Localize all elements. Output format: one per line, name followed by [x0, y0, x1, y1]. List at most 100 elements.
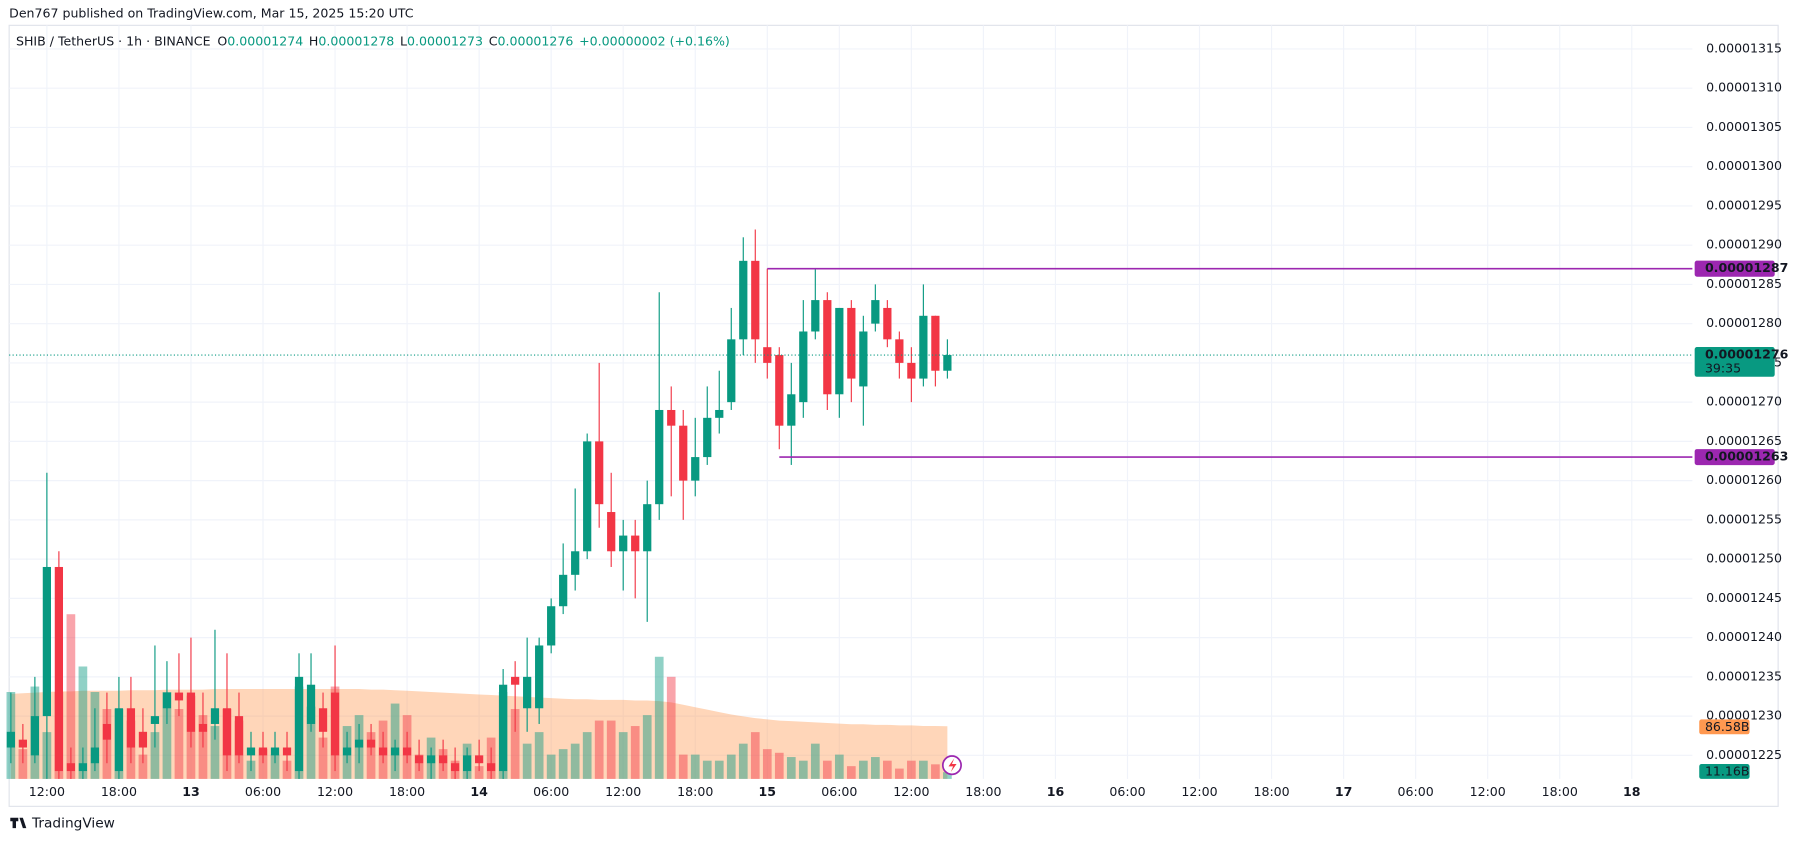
ohlc-letter: O [217, 33, 227, 48]
symbol-title: SHIB / TetherUS · 1h · BINANCE [16, 33, 211, 48]
candle-body [895, 339, 904, 363]
volume-bar [618, 732, 628, 779]
volume-bar [522, 743, 532, 779]
x-tick-label: 18:00 [965, 784, 1001, 799]
candle-body [174, 692, 184, 701]
candle-body [559, 574, 568, 607]
candle-body [234, 716, 244, 756]
x-tick-label: 12:00 [1181, 784, 1217, 799]
ohlc-value: 0.00001276 [497, 33, 573, 48]
volume-bar [834, 754, 844, 779]
candle-body [715, 409, 724, 418]
volume-bar [78, 666, 88, 779]
y-tick-label: 0.00001240 [1706, 629, 1782, 644]
candle-body [931, 315, 940, 371]
x-tick-label: 12:00 [605, 784, 641, 799]
candle-body [222, 708, 232, 756]
y-tick-label: 0.00001235 [1706, 668, 1782, 683]
candle-body [282, 747, 292, 756]
volume-bar [174, 709, 184, 779]
volume-bar [798, 760, 808, 779]
volume-bar [786, 757, 796, 779]
volume-bar [570, 743, 580, 779]
volume-bar [258, 749, 268, 779]
volume-bar [810, 743, 820, 779]
volume-bar [822, 760, 832, 779]
volume-bar [642, 715, 652, 779]
candle-body [607, 512, 616, 552]
candle-body [475, 755, 484, 764]
y-tick-label: 0.00001280 [1706, 315, 1782, 330]
x-tick-label: 18:00 [677, 784, 713, 799]
volume-bar [630, 726, 640, 779]
candle-body [655, 409, 664, 505]
y-tick-label: 0.00001225 [1706, 747, 1782, 762]
x-tick-label: 13 [182, 784, 199, 799]
price-label: 0.00001287 [1705, 260, 1788, 275]
volume-bar [714, 760, 724, 779]
volume-bar [666, 676, 676, 779]
volume-bar [654, 656, 664, 779]
volume-bar [162, 692, 172, 779]
y-tick-label: 0.00001300 [1706, 158, 1782, 173]
ohlc-letter: L [400, 33, 407, 48]
y-tick-label: 0.00001265 [1706, 433, 1782, 448]
ohlc-value: 0.00001274 [227, 33, 303, 48]
y-tick-label: 0.00001255 [1706, 511, 1782, 526]
volume-bar [690, 754, 700, 779]
y-tick-label: 0.00001230 [1706, 708, 1782, 723]
legend: SHIB / TetherUS · 1h · BINANCE O0.0000127… [16, 33, 730, 48]
volume-bar [582, 732, 592, 779]
candle-body [114, 708, 124, 772]
volume-bar [931, 764, 940, 779]
x-tick-label: 06:00 [821, 784, 857, 799]
candle-body [198, 723, 208, 732]
volume-bar [366, 732, 376, 779]
candle-body [511, 676, 520, 685]
volume-bar [846, 766, 856, 779]
volume-bar [306, 706, 316, 779]
candle-body [787, 394, 796, 426]
volume-bar [702, 760, 712, 779]
countdown: 39:35 [1705, 360, 1741, 375]
x-tick-label: 17 [1335, 784, 1352, 799]
x-tick-label: 12:00 [29, 784, 65, 799]
plot: 0.00001225 0.00001230 0.00001235 0.00001240… [6, 25, 1789, 799]
price-label-box [1694, 260, 1775, 277]
x-tick-label: 12:00 [317, 784, 353, 799]
volume-bar [726, 754, 736, 779]
volume-bar [774, 752, 784, 779]
candle-body [90, 747, 100, 764]
volume-bar [510, 709, 520, 779]
candle-body [775, 355, 784, 426]
x-tick-label: 16 [1047, 784, 1065, 799]
x-tick-label: 18:00 [101, 784, 137, 799]
candle-body [547, 606, 556, 646]
volume-bar [919, 760, 928, 779]
volume-bar [150, 732, 160, 779]
volume-bar [18, 749, 28, 779]
candle-body [883, 307, 892, 340]
candle-body [162, 692, 172, 709]
logo-text: TradingView [31, 816, 115, 832]
candle-body [378, 747, 388, 756]
volume-bar [606, 720, 616, 779]
x-tick-label: 18:00 [1253, 784, 1289, 799]
candle-body [631, 535, 640, 552]
volume-label: 11.16B [1705, 764, 1750, 779]
candle-body [847, 307, 856, 379]
volume-bar [474, 766, 484, 779]
candle-body [691, 457, 700, 481]
candle-body [6, 731, 15, 748]
volume-bar [895, 768, 904, 779]
volume-bar [210, 726, 220, 779]
candle-body [823, 300, 832, 395]
volume-bar [738, 743, 748, 779]
candle-body [210, 708, 220, 724]
candle-body [583, 441, 592, 552]
candle-body [258, 747, 268, 756]
y-tick-label: 0.00001245 [1706, 590, 1782, 605]
candle-body [390, 747, 400, 756]
frame [8, 24, 1779, 807]
